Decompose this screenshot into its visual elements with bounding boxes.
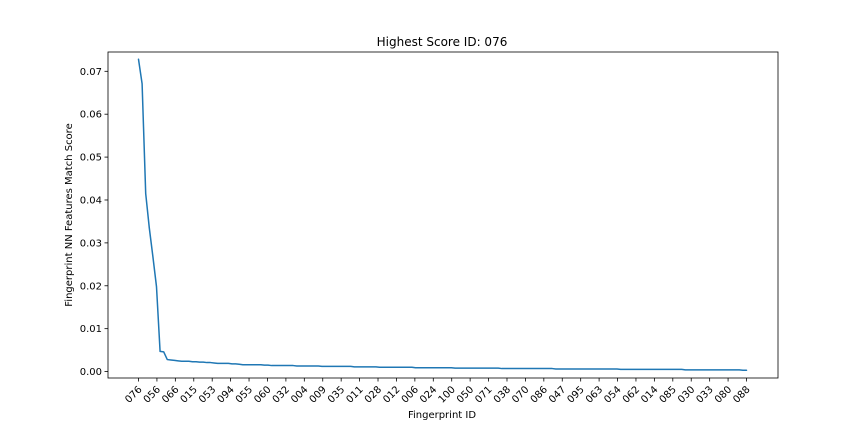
y-tick-label: 0.06	[80, 110, 102, 121]
chart-title: Highest Score ID: 076	[377, 35, 508, 49]
y-axis-label: Fingerprint NN Features Match Score	[64, 123, 75, 306]
y-tick-label: 0.02	[80, 281, 102, 292]
y-tick-label: 0.00	[80, 367, 102, 378]
y-axis: 0.00 0.01 0.02 0.03 0.04 0.05 0.06 0.07	[80, 67, 108, 378]
y-tick-label: 0.04	[80, 195, 102, 206]
plot-frame	[107, 51, 779, 379]
y-tick-label: 0.07	[80, 67, 102, 78]
y-tick-label: 0.05	[80, 153, 102, 164]
x-axis-label: Fingerprint ID	[408, 410, 476, 421]
y-tick-label: 0.03	[80, 238, 102, 249]
y-tick-label: 0.01	[80, 324, 102, 335]
series-line	[137, 58, 748, 372]
